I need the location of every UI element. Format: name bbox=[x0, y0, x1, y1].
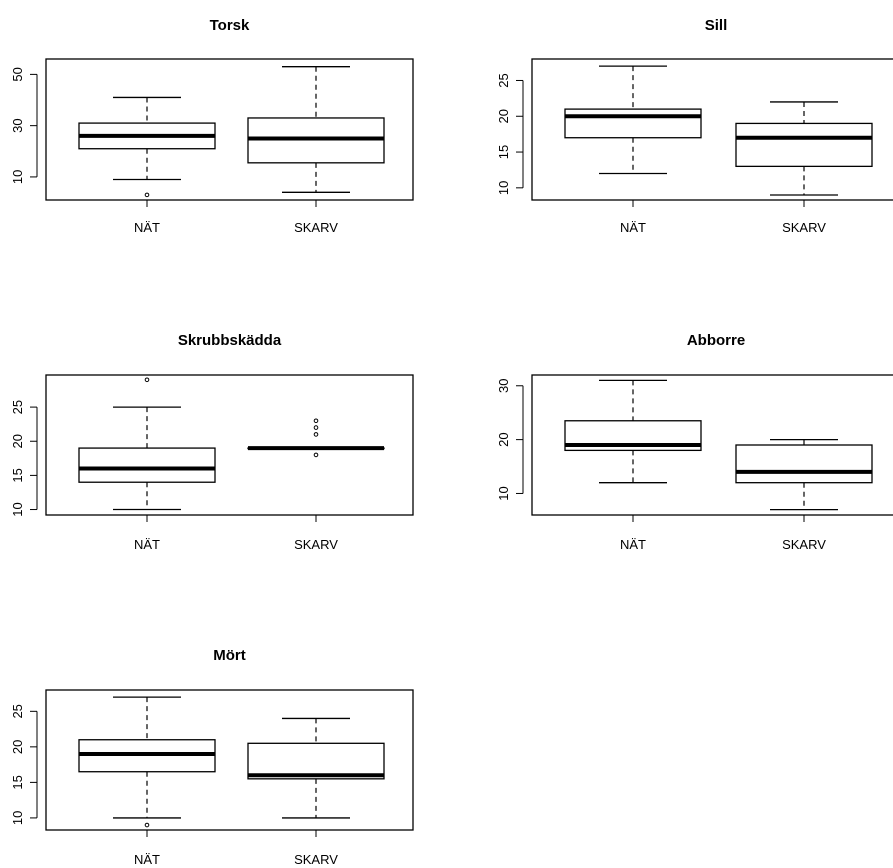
panel-title: Mört bbox=[213, 647, 246, 664]
y-tick-label: 50 bbox=[10, 67, 25, 81]
y-tick-label: 15 bbox=[10, 775, 25, 789]
outlier-point bbox=[144, 192, 150, 198]
y-tick-label: 10 bbox=[10, 502, 25, 516]
outlier-point bbox=[313, 452, 319, 458]
plot-frame bbox=[45, 374, 414, 516]
iqr-box bbox=[735, 122, 873, 168]
outlier-point bbox=[313, 432, 319, 437]
x-tick-label: NÄT bbox=[134, 852, 160, 867]
y-tick-label: 10 bbox=[10, 811, 25, 825]
y-tick-label: 30 bbox=[10, 118, 25, 132]
x-tick-label: SKARV bbox=[782, 537, 826, 552]
panel-title: Sill bbox=[705, 17, 728, 34]
y-tick-label: 10 bbox=[496, 486, 511, 500]
outlier-point bbox=[144, 822, 150, 828]
y-tick-label: 15 bbox=[496, 145, 511, 159]
plot-frame bbox=[45, 689, 414, 831]
y-tick-label: 25 bbox=[10, 704, 25, 718]
iqr-box bbox=[564, 108, 702, 139]
x-tick-label: NÄT bbox=[620, 537, 646, 552]
panel-title: Skrubbskädda bbox=[178, 332, 282, 349]
y-tick-label: 10 bbox=[10, 170, 25, 184]
y-tick-label: 20 bbox=[10, 434, 25, 448]
x-tick-label: NÄT bbox=[620, 220, 646, 235]
panel-title: Torsk bbox=[210, 17, 250, 34]
x-tick-label: SKARV bbox=[294, 220, 338, 235]
y-tick-label: 20 bbox=[496, 432, 511, 446]
x-tick-label: SKARV bbox=[782, 220, 826, 235]
x-tick-label: NÄT bbox=[134, 220, 160, 235]
plot-frame bbox=[45, 58, 414, 201]
iqr-box bbox=[247, 742, 385, 780]
y-tick-label: 25 bbox=[496, 73, 511, 87]
y-tick-label: 25 bbox=[10, 400, 25, 414]
x-tick-label: SKARV bbox=[294, 537, 338, 552]
plot-frame bbox=[531, 58, 893, 201]
y-tick-label: 10 bbox=[496, 181, 511, 195]
panel-title: Abborre bbox=[687, 332, 745, 349]
x-tick-label: NÄT bbox=[134, 537, 160, 552]
iqr-box bbox=[735, 444, 873, 484]
outlier-point bbox=[313, 425, 319, 430]
plot-frame bbox=[531, 374, 893, 516]
outlier-point bbox=[313, 418, 319, 424]
iqr-box bbox=[78, 447, 216, 483]
y-tick-label: 30 bbox=[496, 379, 511, 393]
y-tick-label: 15 bbox=[10, 468, 25, 482]
y-tick-label: 20 bbox=[496, 109, 511, 123]
y-tick-label: 20 bbox=[10, 740, 25, 754]
outlier-point bbox=[144, 377, 150, 383]
x-tick-label: SKARV bbox=[294, 852, 338, 867]
